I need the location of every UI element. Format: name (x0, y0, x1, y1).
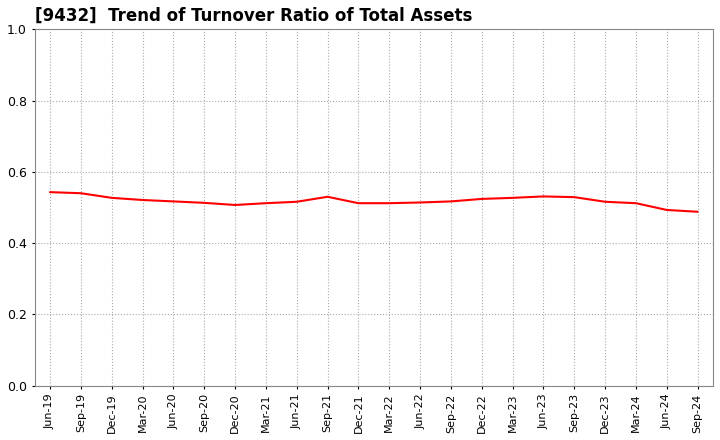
Text: [9432]  Trend of Turnover Ratio of Total Assets: [9432] Trend of Turnover Ratio of Total … (35, 7, 472, 25)
